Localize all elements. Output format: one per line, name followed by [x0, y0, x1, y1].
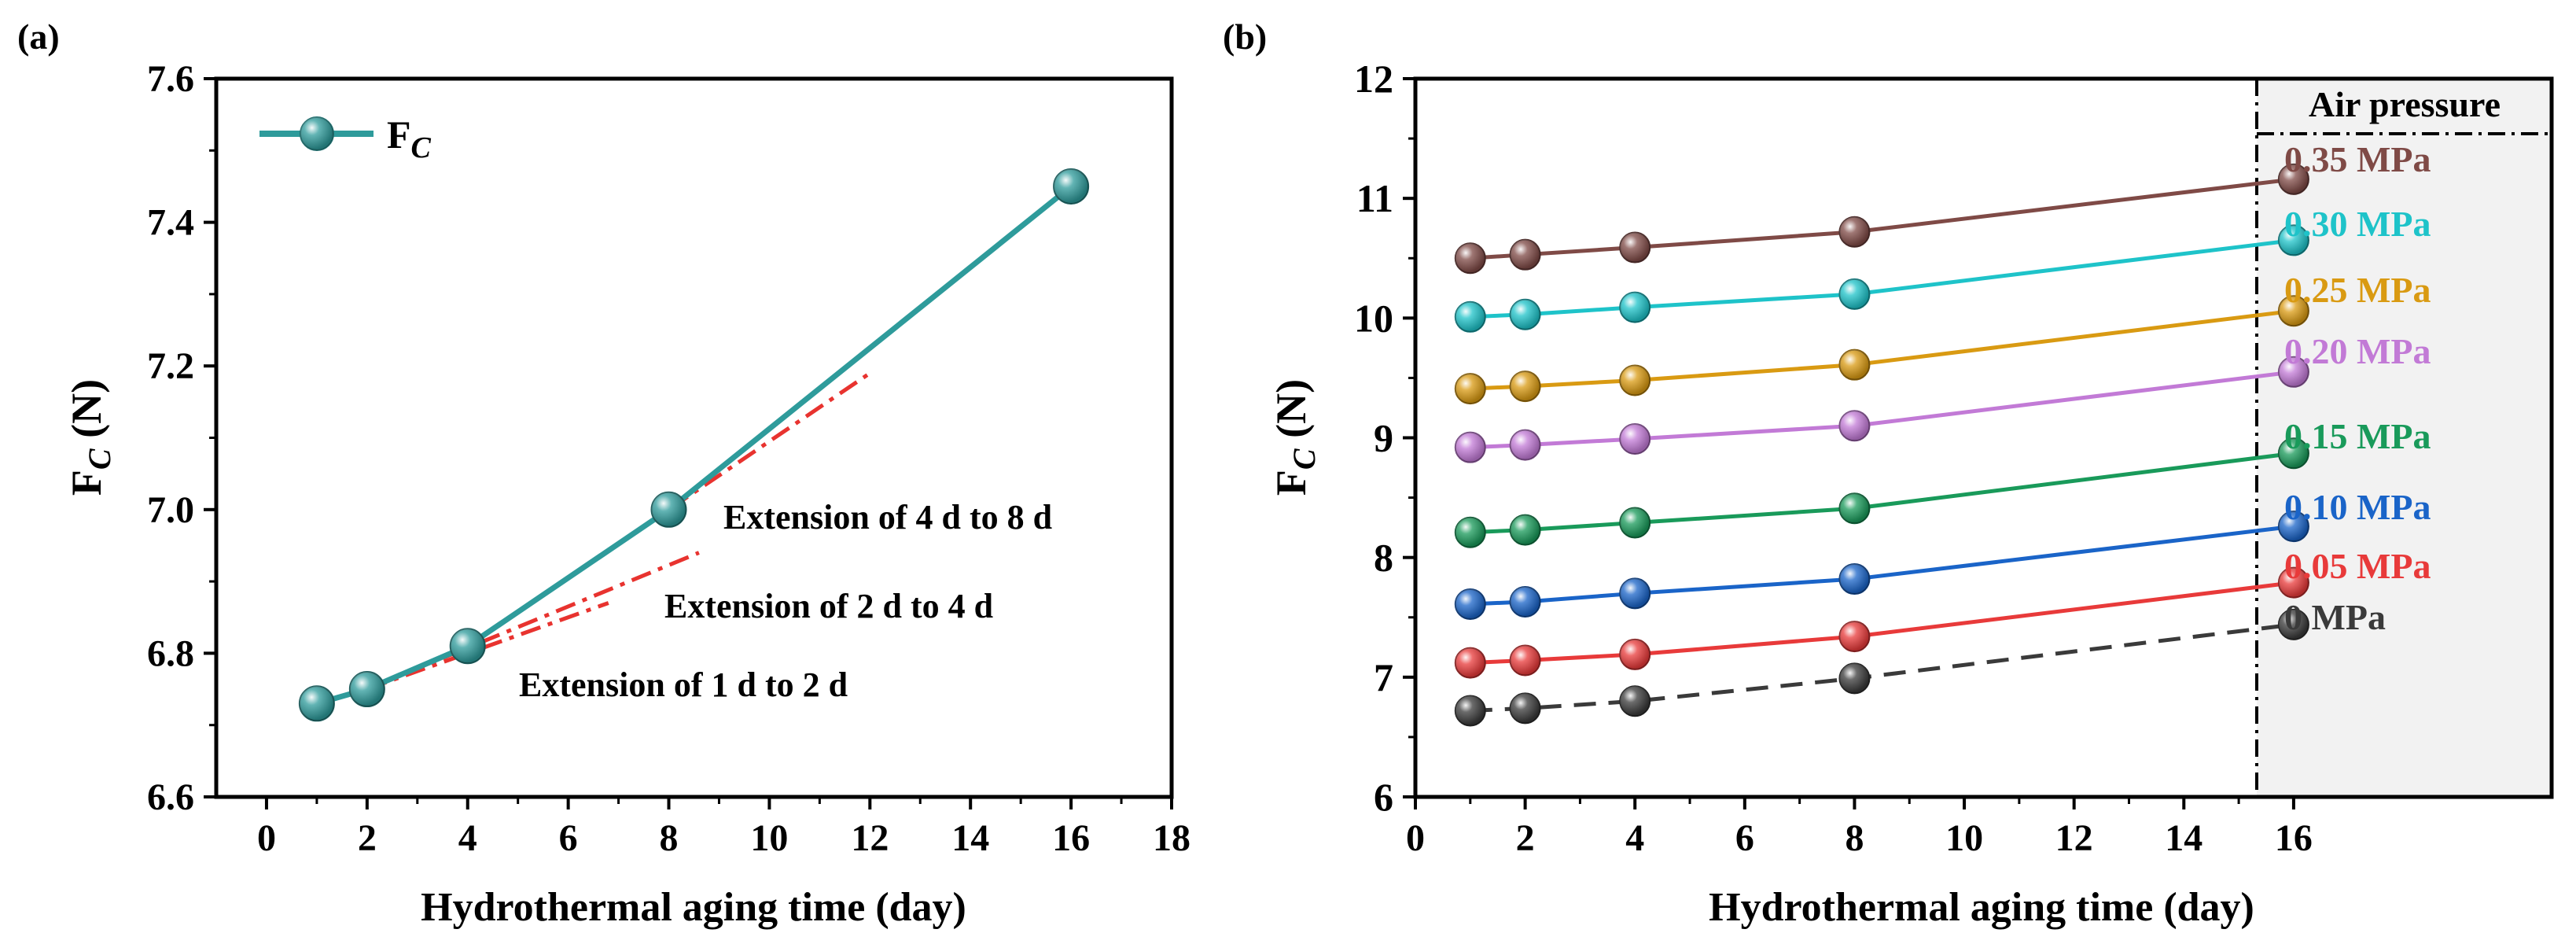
- panel-a-x-tick-label: 16: [1052, 817, 1090, 859]
- panel-b-y-tick-label: 12: [1354, 57, 1393, 101]
- svg-text:FC: FC: [387, 112, 432, 164]
- panel-b-series-line: [1470, 308, 2294, 391]
- panel-b-legend-entry: 0.25 MPa: [2284, 270, 2431, 310]
- panel-a-x-tick-label: 18: [1153, 817, 1190, 859]
- panel-b-x-tick-label: 14: [2165, 817, 2202, 859]
- panel-a-y-tick-label: 7.6: [147, 58, 194, 100]
- panel-a-series-line: [315, 184, 1073, 706]
- panel-a-x-tick-label: 0: [257, 817, 276, 859]
- panel-a-x-axis-label: Hydrothermal aging time (day): [421, 885, 966, 930]
- panel-b-x-tick-label: 6: [1735, 817, 1754, 859]
- panel-a-extension-label: Extension of 4 d to 8 d: [723, 498, 1052, 537]
- panel-b-x-tick-label: 16: [2275, 817, 2313, 859]
- panel-a-x-tick-label: 2: [358, 817, 377, 859]
- panel-b-series-line: [1470, 451, 2294, 535]
- panel-a-x-tick-label: 8: [660, 817, 679, 859]
- panel-b-x-tick-label: 10: [1945, 817, 1983, 859]
- panel-b-legend-entry: 0.10 MPa: [2284, 487, 2431, 527]
- panel-a-x-tick-label: 12: [851, 817, 889, 859]
- panel-a-x-tick-label: 4: [458, 817, 477, 859]
- panel-b-x-axis-label: Hydrothermal aging time (day): [1709, 885, 2254, 930]
- panel-a-y-tick-label: 7.0: [147, 489, 194, 531]
- panel-b-legend-panel: [2257, 79, 2552, 797]
- panel-b-legend-entry: 0.35 MPa: [2284, 139, 2431, 179]
- panel-b-x-tick-label: 4: [1625, 817, 1644, 859]
- panel-a-legend: FC: [259, 112, 432, 164]
- panel-a-y-tick-label: 7.4: [147, 202, 194, 244]
- panel-b-legend-entry: 0.05 MPa: [2284, 546, 2431, 586]
- panel-b-label: (b): [1223, 17, 1267, 57]
- panel-b-legend-entry: 0.20 MPa: [2284, 331, 2431, 371]
- panel-b-x-tick-label: 2: [1516, 817, 1535, 859]
- panel-b-legend-entry: 0 MPa: [2284, 597, 2386, 637]
- panel-b-legend-entry: 0.30 MPa: [2284, 204, 2431, 244]
- panel-a-y-tick-label: 6.8: [147, 632, 194, 674]
- panel-b-x-tick-label: 0: [1406, 817, 1425, 859]
- panel-b-y-tick-label: 6: [1374, 775, 1393, 819]
- panel-b-legend-entry: 0.15 MPa: [2284, 416, 2431, 456]
- panel-b-y-tick-label: 7: [1374, 655, 1393, 699]
- panel-a-y-axis-label: FC (N): [63, 379, 117, 496]
- panel-a-y-tick-label: 6.6: [147, 776, 194, 818]
- panel-b-series-line: [1470, 622, 2294, 713]
- panel-a-legend-label: F: [387, 112, 411, 157]
- panel-b-series-line: [1470, 524, 2294, 607]
- panel-a: (a) 0 2 4 6 8 10 12 14 16 18 6.6 6.8 7.0 7.2 7.4 7.6 Ex…: [17, 17, 1190, 930]
- panel-b-legend-title: Air pressure: [2309, 84, 2501, 124]
- panel-a-label: (a): [17, 17, 60, 57]
- panel-b-y-tick-label: 10: [1354, 296, 1393, 340]
- panel-a-extension-label: Extension of 2 d to 4 d: [664, 587, 993, 625]
- panel-b-y-tick-label: 8: [1374, 536, 1393, 580]
- panel-b-x-tick-label: 8: [1845, 817, 1864, 859]
- panel-b: (b) Air pressure 0 2 4 6 8 10 12 14 16 6 7 8 9 10 11 12…: [1223, 17, 2554, 930]
- panel-a-legend-label-sub: C: [411, 131, 432, 164]
- panel-b-x-tick-label: 12: [2055, 817, 2093, 859]
- panel-a-y-tick-label: 7.2: [147, 345, 194, 387]
- panel-a-x-tick-label: 6: [559, 817, 578, 859]
- panel-b-y-axis-label: FC (N): [1268, 379, 1322, 496]
- panel-a-x-tick-label: 10: [750, 817, 788, 859]
- panel-a-extension-label: Extension of 1 d to 2 d: [519, 666, 848, 704]
- panel-b-y-tick-label: 11: [1356, 176, 1393, 220]
- panel-b-y-tick-label: 9: [1374, 416, 1393, 460]
- panel-b-series-line: [1470, 177, 2294, 260]
- panel-a-x-tick-label: 14: [951, 817, 989, 859]
